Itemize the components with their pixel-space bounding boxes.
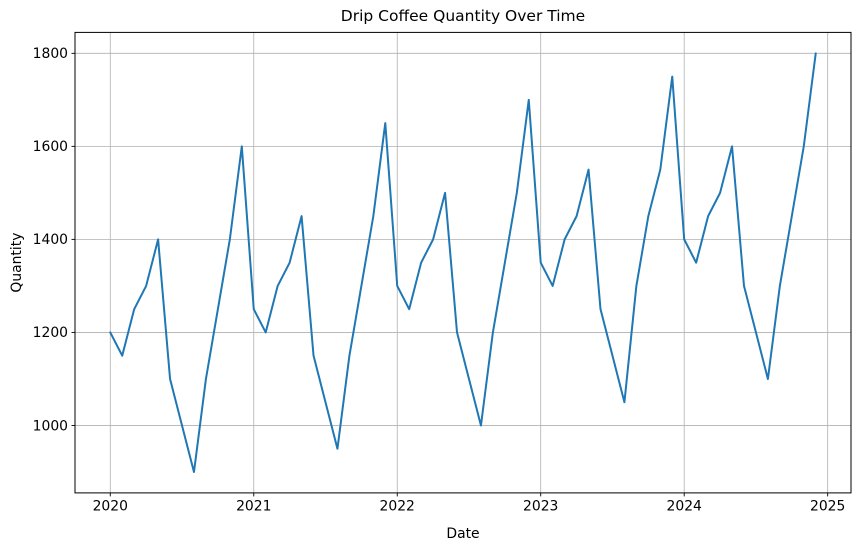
y-tick-label: 1800 — [33, 46, 68, 62]
y-tick-label: 1400 — [33, 232, 68, 248]
x-tick-label: 2023 — [523, 498, 558, 514]
tick-layer: 2020 2021 2022 2023 2024 2025 1000 1200 1400 1600… — [33, 46, 846, 514]
plot-border — [74, 31, 852, 494]
y-tick-label: 1200 — [33, 325, 68, 341]
x-tick-label: 2021 — [236, 498, 271, 514]
y-axis-label: Quantity — [9, 233, 25, 293]
grid-layer — [75, 32, 851, 493]
x-tick-label: 2024 — [667, 498, 703, 514]
x-tick-label: 2025 — [810, 498, 845, 514]
x-tick-label: 2022 — [380, 498, 415, 514]
chart-title: Drip Coffee Quantity Over Time — [341, 7, 585, 25]
x-tick-label: 2020 — [93, 498, 128, 514]
y-tick-label: 1600 — [33, 139, 68, 155]
x-axis-label: Date — [446, 526, 479, 542]
series-layer — [109, 52, 817, 473]
y-tick-label: 1000 — [33, 418, 68, 434]
quantity-line-series — [109, 52, 817, 473]
